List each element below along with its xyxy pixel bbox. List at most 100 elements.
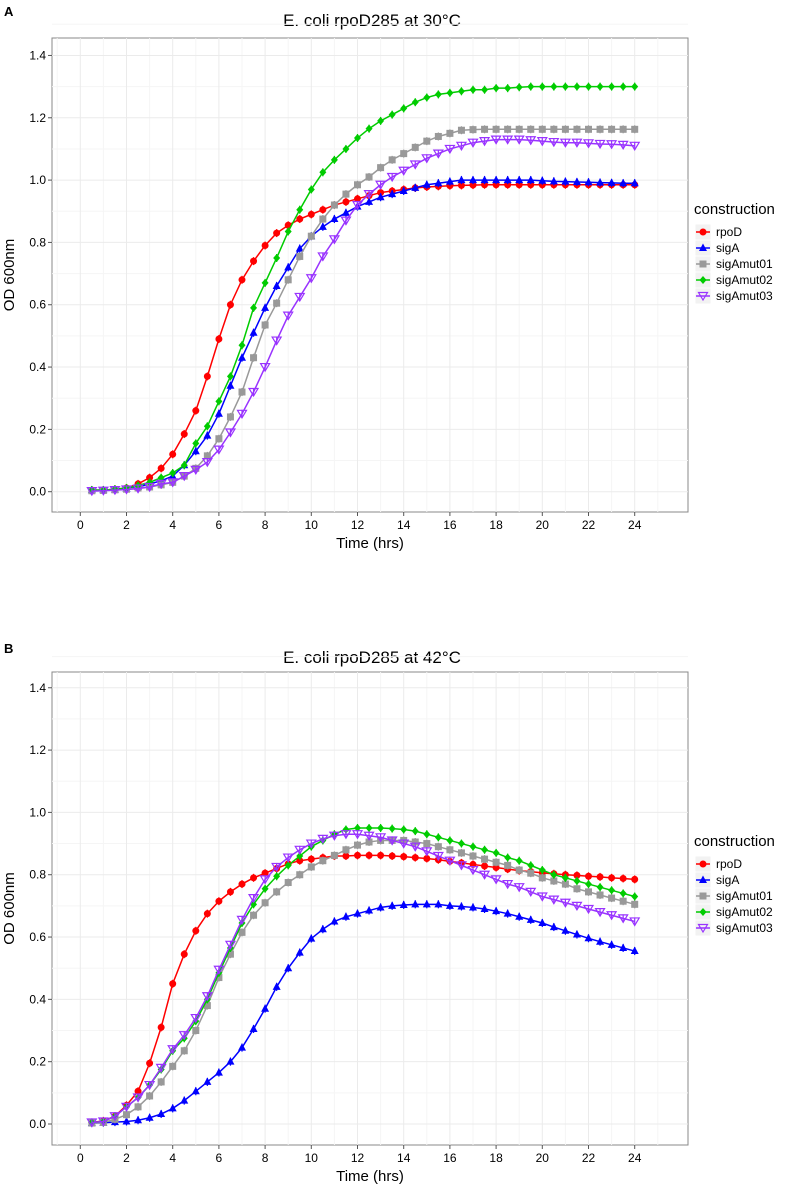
data-point [250,874,258,882]
data-point [400,853,408,861]
y-tick-label: 0.8 [29,868,46,882]
data-point [180,1047,188,1055]
data-point [619,178,628,187]
data-point [536,892,548,902]
x-tick-label: 0 [77,1151,84,1165]
data-point [478,137,491,147]
x-tick-label: 18 [489,1151,503,1165]
data-point [203,452,211,460]
y-tick-label: 1.2 [29,111,46,125]
data-point [319,857,327,865]
data-point [400,150,408,158]
data-point [284,262,293,271]
data-point [178,1031,190,1041]
x-tick-label: 16 [443,518,457,532]
data-point [631,900,639,908]
data-point [527,82,535,91]
y-tick-label: 0.0 [29,485,46,499]
data-point [561,873,569,882]
data-point [365,838,373,846]
x-tick-label: 10 [305,518,319,532]
data-point [330,155,338,164]
data-point [504,861,512,869]
data-point [261,1004,270,1012]
data-point [446,129,454,137]
data-point [607,940,616,948]
data-point [421,154,433,164]
data-point [168,1103,177,1112]
data-point [284,861,292,870]
data-point [342,190,350,198]
panel-label: B [4,641,13,656]
chart-title: E. coli rpoD285 at 30°C [283,11,461,30]
data-point [155,479,167,490]
data-point [585,872,592,880]
data-point [585,82,592,91]
data-point [144,482,156,493]
data-point [132,484,144,494]
data-point [330,214,339,223]
data-point [596,82,604,91]
data-point [226,1057,235,1065]
data-point [571,138,583,148]
data-point [273,254,281,262]
data-point [481,845,489,854]
data-point [573,871,581,879]
data-point [377,851,385,859]
x-tick-label: 10 [305,1151,319,1165]
data-point [422,899,431,908]
data-point [213,445,225,455]
data-point [354,841,361,849]
legend: construction rpoD sigA sigAmut01 sigAmut02 si… [694,201,775,305]
data-point [247,387,260,398]
legend-label: rpoD [716,857,742,871]
data-point [365,851,373,859]
data-point [363,831,375,841]
data-point [214,1068,223,1076]
data-point [340,216,352,226]
data-point [596,937,605,945]
data-point [261,278,269,287]
data-point [446,88,454,97]
data-point [527,869,535,877]
data-point [400,104,408,113]
data-point [97,486,109,496]
data-point [122,1117,131,1125]
x-tick-label: 18 [489,518,503,532]
data-point [631,125,639,133]
data-point [469,175,477,184]
data-point [434,90,442,99]
data-point [619,874,627,882]
data-point [203,422,211,431]
data-point [434,178,443,187]
data-point [214,409,223,417]
data-point [388,852,396,860]
x-tick-label: 4 [169,518,176,532]
data-point [305,274,317,284]
x-tick-label: 14 [397,1151,411,1165]
data-point [411,838,419,846]
data-point [490,875,502,885]
legend: construction rpoD sigA sigAmut01 sigAmut02 si… [694,833,775,937]
data-point [363,190,375,200]
data-point [157,473,165,482]
data-point [515,866,523,874]
data-point [377,189,385,197]
data-point [238,341,246,350]
data-point [328,235,340,245]
x-tick-label: 12 [351,518,365,532]
data-point [375,833,387,843]
y-tick-label: 0.8 [29,235,46,249]
data-point [261,869,269,877]
data-point [144,1080,156,1091]
data-point [584,177,593,186]
data-point [155,1063,167,1074]
data-point [492,848,500,857]
data-point [169,450,177,458]
data-point [559,898,571,908]
x-axis-label: Time (hrs) [336,535,404,552]
data-point [631,875,639,883]
data-point [341,912,350,920]
data-point [295,948,304,956]
data-point [411,899,420,908]
